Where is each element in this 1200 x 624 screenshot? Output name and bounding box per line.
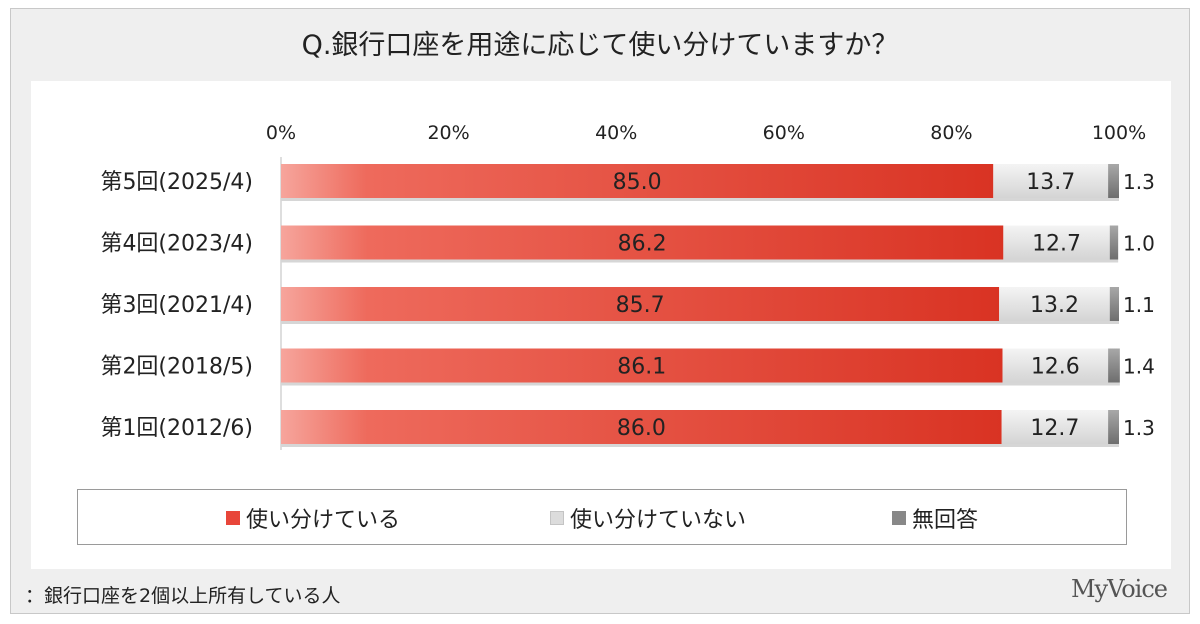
- data-label-no-answer: 1.0: [1123, 232, 1155, 256]
- bar-segment-using: [281, 164, 994, 198]
- data-label-using: 85.7: [616, 293, 665, 318]
- data-label-no-answer: 1.3: [1123, 170, 1155, 194]
- bar-segment-using: [281, 287, 1000, 321]
- data-label-using: 86.0: [617, 416, 666, 441]
- bar-shadow: [281, 198, 1119, 201]
- bar-shadow: [281, 259, 1119, 263]
- legend-swatch-no-answer: [892, 511, 906, 525]
- bar-segment-not-using: [1003, 225, 1110, 260]
- bar-segment-no-answer: [1109, 287, 1119, 321]
- x-tick-label: 80%: [930, 122, 972, 144]
- bar-segment-using: [281, 225, 1004, 260]
- data-label-not-using: 12.6: [1031, 355, 1080, 380]
- bar-segment-no-answer: [1108, 410, 1119, 444]
- chart-frame: Q.銀行口座を用途に応じて使い分けていますか？ 0% 20% 40% 60% 80% 10: [10, 8, 1190, 614]
- category-label: 第5回(2025/4): [100, 170, 253, 195]
- x-tick-label: 100%: [1092, 122, 1146, 144]
- footnote: ：銀行口座を2個以上所有している人: [25, 585, 341, 607]
- category-label: 第1回(2012/6): [100, 416, 253, 441]
- bar-segment-no-answer: [1108, 348, 1120, 383]
- category-label: 第2回(2018/5): [100, 355, 253, 380]
- data-label-using: 85.0: [613, 170, 662, 195]
- bar-segment-not-using: [999, 287, 1110, 321]
- data-label-not-using: 12.7: [1030, 416, 1079, 441]
- bar-segment-no-answer: [1108, 164, 1119, 198]
- data-label-not-using: 13.7: [1026, 170, 1075, 195]
- legend-label-no-answer: 無回答: [912, 508, 979, 533]
- legend-label-not-using: 使い分けていない: [570, 508, 747, 533]
- bar-segment-not-using: [993, 164, 1109, 198]
- data-label-no-answer: 1.4: [1123, 355, 1155, 379]
- bar-segment-using: [281, 348, 1003, 383]
- bar-segment-not-using: [1001, 410, 1109, 444]
- data-label-using: 86.1: [617, 355, 666, 380]
- data-label-no-answer: 1.1: [1123, 293, 1155, 317]
- bar-segment-not-using: [1002, 348, 1109, 383]
- legend-item-not-using: 使い分けていない: [550, 505, 747, 533]
- plot-area: 0% 20% 40% 60% 80% 100% 第5回(2025/4) 第4回(2023/4)…: [31, 81, 1171, 569]
- x-tick-label: 40%: [595, 122, 637, 144]
- legend-swatch-using: [226, 511, 240, 525]
- brand-logo: MyVoice: [1070, 575, 1168, 603]
- chart-title: Q.銀行口座を用途に応じて使い分けていますか？: [301, 30, 899, 61]
- x-tick-label: 20%: [427, 122, 469, 144]
- x-tick-label: 0%: [266, 122, 296, 144]
- data-label-no-answer: 1.3: [1123, 416, 1155, 440]
- legend-label-using: 使い分けている: [246, 508, 401, 533]
- legend-swatch-not-using: [550, 511, 564, 525]
- category-label: 第3回(2021/4): [100, 293, 253, 318]
- bar-segment-no-answer: [1109, 225, 1119, 260]
- data-label-not-using: 12.7: [1032, 232, 1081, 257]
- x-tick-label: 60%: [763, 122, 805, 144]
- bar-segment-using: [281, 410, 1002, 444]
- legend: 使い分けている 使い分けていない 無回答: [77, 489, 1127, 545]
- legend-item-using: 使い分けている: [226, 505, 401, 533]
- category-label: 第4回(2023/4): [100, 232, 253, 257]
- bar-shadow: [281, 382, 1120, 386]
- data-label-using: 86.2: [618, 232, 667, 257]
- legend-item-no-answer: 無回答: [892, 505, 979, 533]
- bar-shadow: [281, 321, 1119, 324]
- data-label-not-using: 13.2: [1030, 293, 1079, 318]
- bar-shadow: [281, 444, 1119, 447]
- bar-chart: 0% 20% 40% 60% 80% 100% 第5回(2025/4) 第4回(2023/4)…: [100, 122, 1155, 450]
